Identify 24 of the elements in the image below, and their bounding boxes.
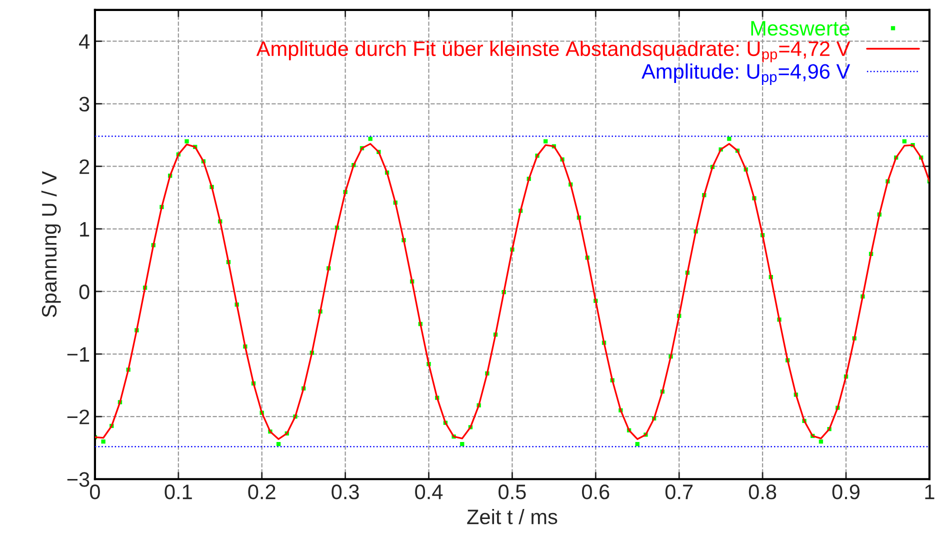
x-tick-label: 0 — [90, 484, 100, 500]
legend-label: Amplitude: U$_{pp}$=4,96 V — [642, 64, 850, 85]
x-tick-label: 0.7 — [665, 484, 693, 500]
y-tick-label: 0 — [79, 284, 90, 300]
x-tick-label: 1 — [925, 484, 934, 500]
y-tick-label: 1 — [80, 222, 90, 236]
x-axis-title: Zeit t / ms — [467, 508, 558, 524]
x-tick-label: 0.4 — [415, 484, 443, 500]
y-tick-label: 3 — [79, 96, 90, 112]
legend-label: Amplitude durch Fit über kleinste Abstandsquadrate: U$_{pp}$=4,72 V — [256, 40, 850, 62]
x-tick-label: 0.6 — [582, 484, 610, 500]
x-tick-label: 0.2 — [248, 484, 276, 500]
x-tick-label: 0.8 — [748, 484, 776, 500]
x-tick-label: 0.1 — [164, 484, 192, 500]
y-tick-label: −3 — [67, 472, 90, 487]
x-tick-label: 0.9 — [832, 484, 860, 500]
y-tick-label: −2 — [67, 410, 90, 424]
x-tick-label: 0.5 — [498, 484, 526, 500]
y-axis-title: Spannung U / V — [41, 171, 61, 318]
x-tick-label: 0.3 — [332, 484, 359, 500]
y-tick-label: −1 — [67, 347, 90, 362]
y-tick-label: 4 — [79, 34, 90, 49]
legend-label: Messwerte — [751, 21, 850, 36]
y-tick-label: 2 — [80, 159, 90, 174]
